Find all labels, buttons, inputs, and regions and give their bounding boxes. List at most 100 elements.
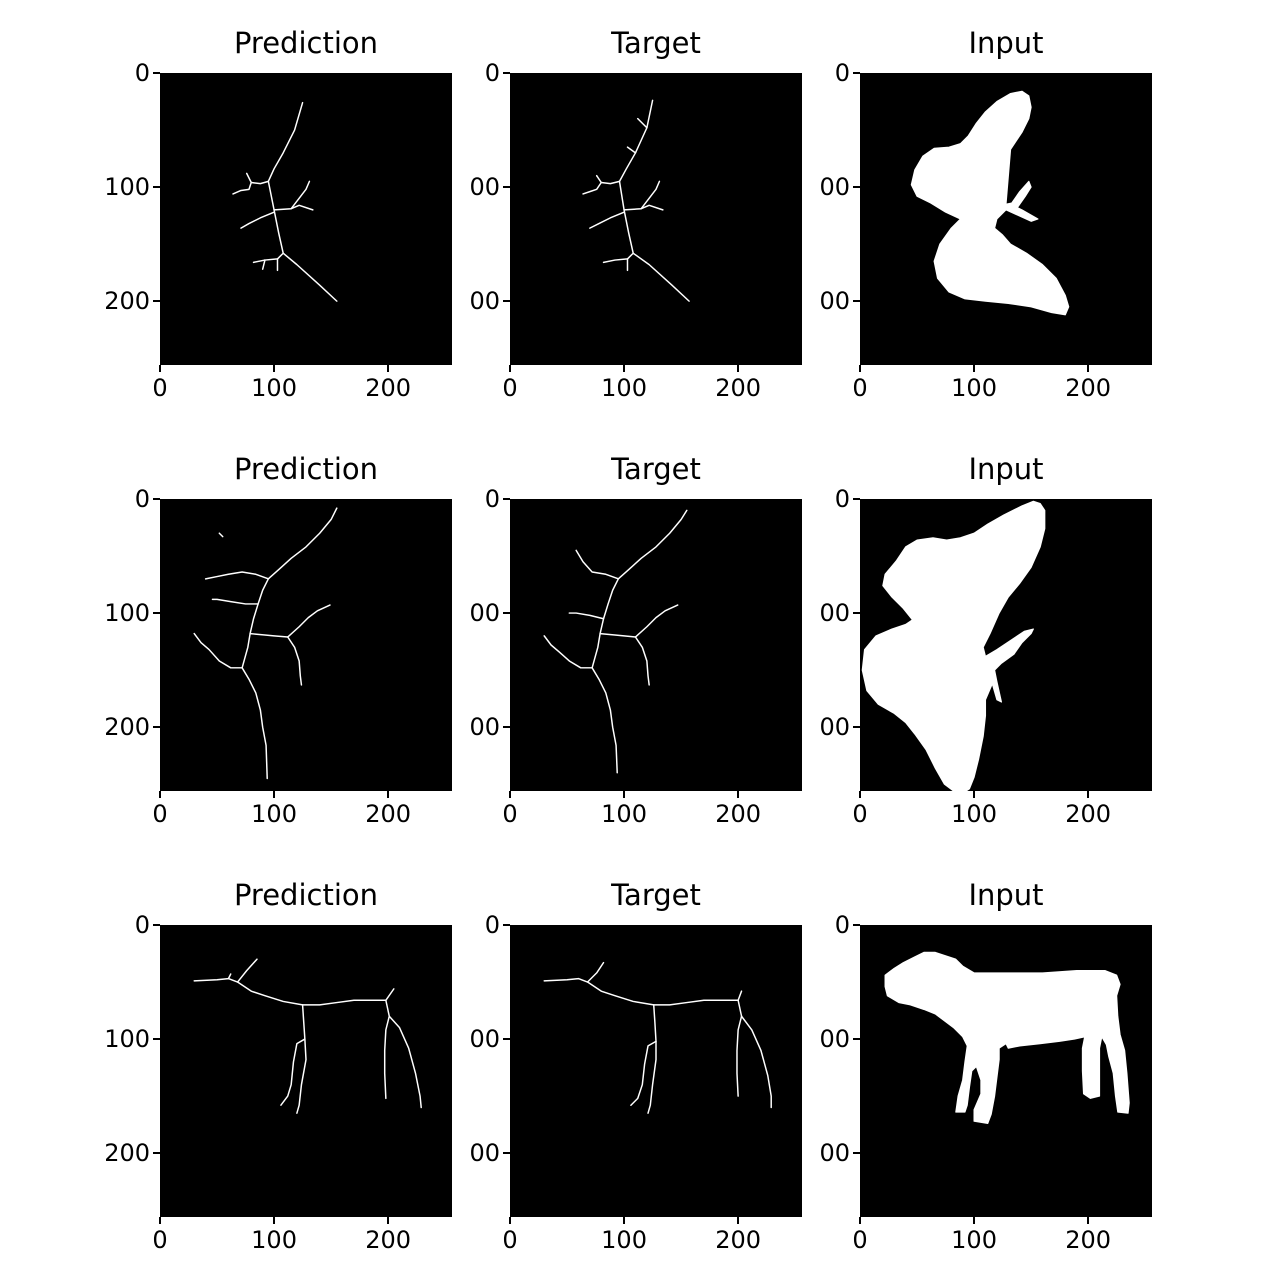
- x-tick-mark: [973, 365, 976, 372]
- x-tick-mark: [1087, 1217, 1090, 1224]
- y-tick-mark: [503, 72, 510, 74]
- x-tick-mark: [973, 791, 976, 798]
- skeleton-branch: [736, 1015, 743, 1097]
- skeleton-branch: [232, 180, 270, 195]
- x-tick-mark: [387, 791, 390, 798]
- x-tick-label: 100: [951, 1226, 997, 1254]
- y-tick-label: 00: [819, 599, 850, 628]
- x-tick-mark: [273, 791, 276, 798]
- y-tick-label: 0: [134, 911, 150, 939]
- skeleton-branch: [543, 635, 593, 669]
- silhouette-image: [884, 951, 1130, 1125]
- x-tick-label: 200: [1065, 374, 1112, 402]
- y-tick-label: 0: [134, 59, 150, 87]
- skeleton-branch: [618, 99, 690, 302]
- x-tick-mark: [623, 791, 626, 798]
- y-tick-mark: [503, 726, 510, 729]
- skeleton-branch: [383, 1015, 391, 1100]
- x-tick-label: 100: [251, 800, 297, 828]
- skeleton-branch: [249, 632, 289, 638]
- y-tick-label: 0: [484, 911, 500, 939]
- x-tick-mark: [859, 791, 861, 798]
- x-tick-mark: [159, 791, 161, 798]
- x-tick-mark: [737, 1217, 740, 1224]
- panel-title: Input: [968, 452, 1044, 486]
- x-tick-mark: [509, 365, 511, 372]
- image-panel-butterfly2-target: [510, 499, 802, 791]
- skeleton-branch: [287, 636, 303, 686]
- skeleton-branch: [245, 172, 252, 184]
- skeleton-branch: [575, 549, 620, 580]
- x-tick-mark: [623, 365, 626, 372]
- y-tick-label: 100: [104, 599, 150, 628]
- skeleton-branch: [595, 174, 602, 184]
- y-tick-label: 0: [834, 911, 850, 939]
- y-tick-mark: [503, 1038, 510, 1041]
- x-tick-label: 100: [251, 1226, 297, 1254]
- x-tick-mark: [273, 1217, 276, 1224]
- y-tick-mark: [503, 498, 510, 500]
- y-tick-label: 00: [819, 287, 850, 316]
- x-tick-mark: [509, 1217, 511, 1224]
- x-tick-label: 0: [502, 1226, 518, 1254]
- skeleton-branch: [193, 977, 387, 1006]
- y-tick-label: 0: [484, 59, 500, 87]
- x-tick-label: 0: [852, 800, 868, 828]
- skeleton-branch: [634, 604, 679, 638]
- y-tick-mark: [153, 726, 160, 729]
- skeleton-branch: [385, 988, 395, 1002]
- skeleton-branch: [637, 117, 648, 129]
- y-tick-mark: [503, 1152, 510, 1155]
- y-tick-label: 0: [134, 485, 150, 513]
- x-tick-mark: [623, 1217, 626, 1224]
- y-tick-mark: [153, 72, 160, 74]
- panel-title: Input: [968, 878, 1044, 912]
- x-tick-label: 200: [365, 374, 412, 402]
- x-tick-label: 200: [715, 800, 762, 828]
- x-tick-mark: [737, 365, 740, 372]
- skeleton-image: [193, 958, 422, 1114]
- x-tick-label: 100: [601, 374, 647, 402]
- panel-title: Target: [611, 26, 701, 60]
- skeleton-branch: [273, 204, 314, 211]
- skeleton-branch: [626, 146, 637, 154]
- skeleton-image: [582, 99, 690, 302]
- skeleton-branch: [267, 101, 338, 302]
- panel-title: Prediction: [233, 26, 379, 60]
- skeleton-branch: [634, 636, 650, 686]
- skeleton-branch: [296, 1004, 307, 1114]
- x-tick-label: 0: [502, 800, 518, 828]
- y-tick-mark: [503, 924, 510, 926]
- y-tick-mark: [153, 1038, 160, 1041]
- x-tick-label: 0: [152, 800, 168, 828]
- x-tick-label: 100: [951, 374, 997, 402]
- y-tick-label: 00: [469, 713, 500, 742]
- x-tick-label: 200: [715, 1226, 762, 1254]
- y-tick-mark: [153, 498, 160, 500]
- silhouette-image: [910, 90, 1070, 316]
- y-tick-label: 00: [819, 713, 850, 742]
- skeleton-branch: [630, 1040, 657, 1106]
- skeleton-branch: [602, 252, 634, 264]
- panel-title: Prediction: [233, 452, 379, 486]
- y-tick-mark: [503, 612, 510, 615]
- y-tick-mark: [853, 300, 860, 303]
- skeleton-branch: [240, 211, 275, 229]
- image-panel-butterfly1: [860, 73, 1152, 365]
- x-tick-label: 200: [365, 1226, 412, 1254]
- y-tick-label: 200: [104, 713, 150, 742]
- skeleton-image: [543, 509, 688, 774]
- y-tick-mark: [503, 186, 510, 189]
- skeleton-branch: [591, 509, 688, 774]
- y-tick-label: 200: [104, 1139, 150, 1168]
- y-tick-mark: [503, 300, 510, 303]
- y-tick-label: 00: [819, 1025, 850, 1054]
- y-tick-mark: [853, 726, 860, 729]
- x-tick-label: 0: [852, 1226, 868, 1254]
- x-tick-label: 0: [852, 374, 868, 402]
- y-tick-label: 00: [819, 1139, 850, 1168]
- skeleton-branch: [193, 632, 243, 669]
- x-tick-mark: [509, 791, 511, 798]
- x-tick-mark: [159, 1217, 161, 1224]
